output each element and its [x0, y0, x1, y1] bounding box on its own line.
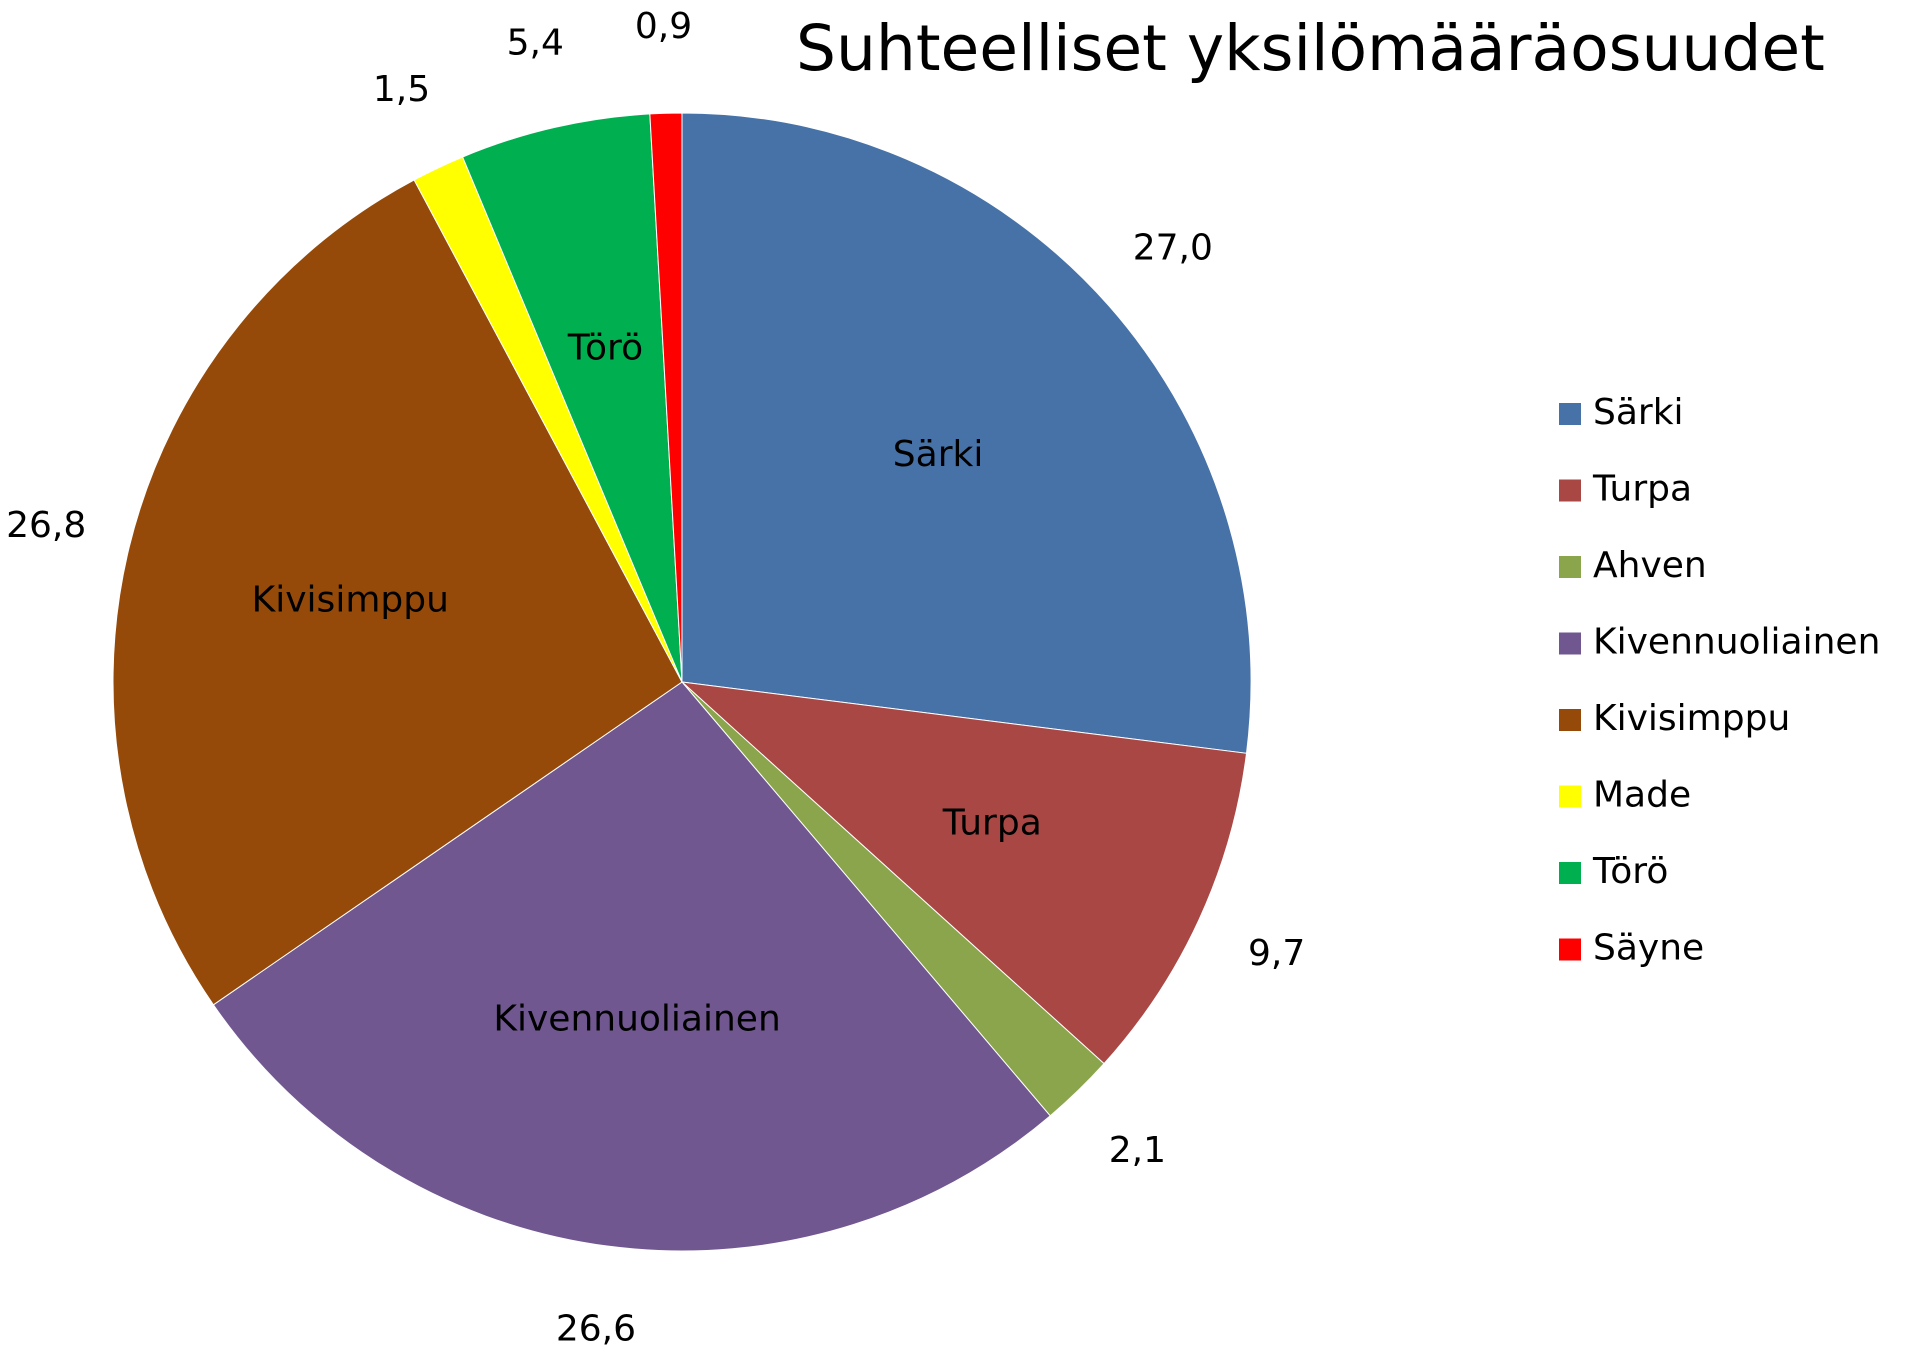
data-label: 9,7: [1248, 933, 1305, 974]
pie-slice: [680, 681, 1248, 1065]
legend-swatch: [1559, 403, 1581, 425]
data-label: 0,9: [635, 6, 692, 47]
legend-label: Turpa: [1592, 469, 1692, 510]
legend-swatch: [1559, 479, 1581, 502]
pie-slice: [649, 112, 683, 683]
slice-label: Törö: [567, 327, 643, 368]
legend-label: Kivennuoliainen: [1593, 622, 1880, 663]
slice-label: Kivisimppu: [252, 579, 449, 620]
pie-slice: [212, 681, 1051, 1252]
legend-label: Törö: [1592, 851, 1668, 892]
legend-swatch: [1559, 709, 1581, 731]
data-label: 27,0: [1133, 227, 1213, 268]
data-label: 26,8: [6, 505, 86, 546]
legend-label: Säyne: [1593, 928, 1704, 969]
slice-label: Kivennuoliainen: [493, 998, 780, 1039]
legend-swatch: [1559, 862, 1581, 884]
legend-label: Kivisimppu: [1593, 698, 1790, 739]
slice-label: Turpa: [942, 802, 1042, 843]
data-label: 2,1: [1109, 1130, 1166, 1171]
legend-label: Ahven: [1593, 545, 1707, 586]
pie-slice: [112, 179, 683, 1006]
legend-label: Särki: [1593, 392, 1684, 433]
legend-swatch: [1559, 556, 1581, 578]
legend-swatch: [1559, 938, 1581, 961]
data-label: 5,4: [507, 22, 564, 63]
pie-slice: [681, 112, 1252, 754]
pie-slice: [461, 113, 683, 683]
chart-title: Suhteelliset yksilömääräosuudet: [796, 12, 1825, 85]
data-label: 1,5: [373, 69, 430, 110]
slice-label: Särki: [893, 434, 984, 475]
legend-swatch: [1559, 632, 1581, 655]
legend-label: Made: [1593, 775, 1691, 816]
legend-swatch: [1559, 785, 1581, 808]
data-label: 26,6: [556, 1309, 636, 1350]
